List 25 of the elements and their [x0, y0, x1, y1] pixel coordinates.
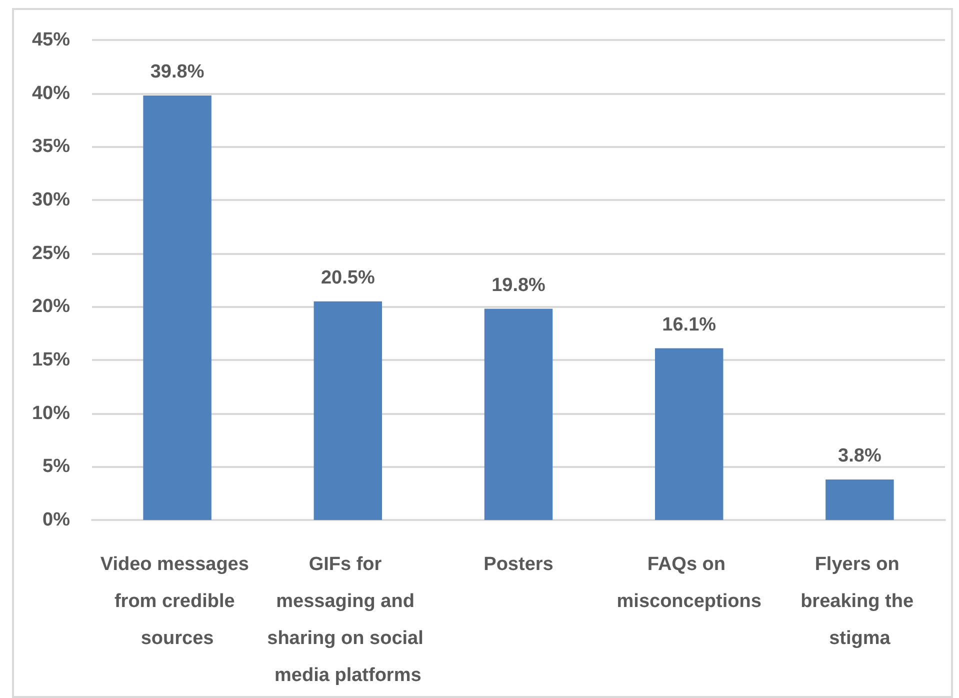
y-tick-label: 45%	[32, 30, 70, 50]
y-tick-label: 5%	[42, 456, 70, 478]
bar	[654, 348, 724, 520]
x-tick-label: Video messages from credible sources	[100, 554, 254, 649]
y-tick-label: 20%	[32, 296, 70, 318]
y-tick-label: 40%	[32, 82, 70, 104]
bar	[484, 308, 553, 520]
data-label: 16.1%	[662, 314, 716, 336]
y-tick-label: 15%	[32, 350, 70, 370]
x-tick-label: Posters	[484, 554, 554, 575]
x-tick-label: Flyers on breaking the stigma	[800, 554, 919, 649]
x-tick-label: FAQs on misconceptions	[616, 554, 762, 612]
bar	[826, 479, 894, 520]
data-label: 20.5%	[320, 267, 375, 288]
x-tick-label: GIFs for messaging and sharing on social media platforms	[267, 554, 429, 686]
y-tick-label: 30%	[32, 190, 70, 210]
y-tick-label: 35%	[32, 136, 70, 158]
bar	[314, 301, 382, 520]
bar	[143, 95, 212, 520]
data-label: 39.8%	[150, 61, 204, 82]
y-tick-label: 10%	[32, 402, 70, 424]
y-tick-label: 0%	[42, 510, 70, 530]
y-tick-label: 25%	[32, 242, 70, 264]
data-label: 19.8%	[492, 274, 546, 296]
data-label: 3.8%	[838, 445, 882, 466]
